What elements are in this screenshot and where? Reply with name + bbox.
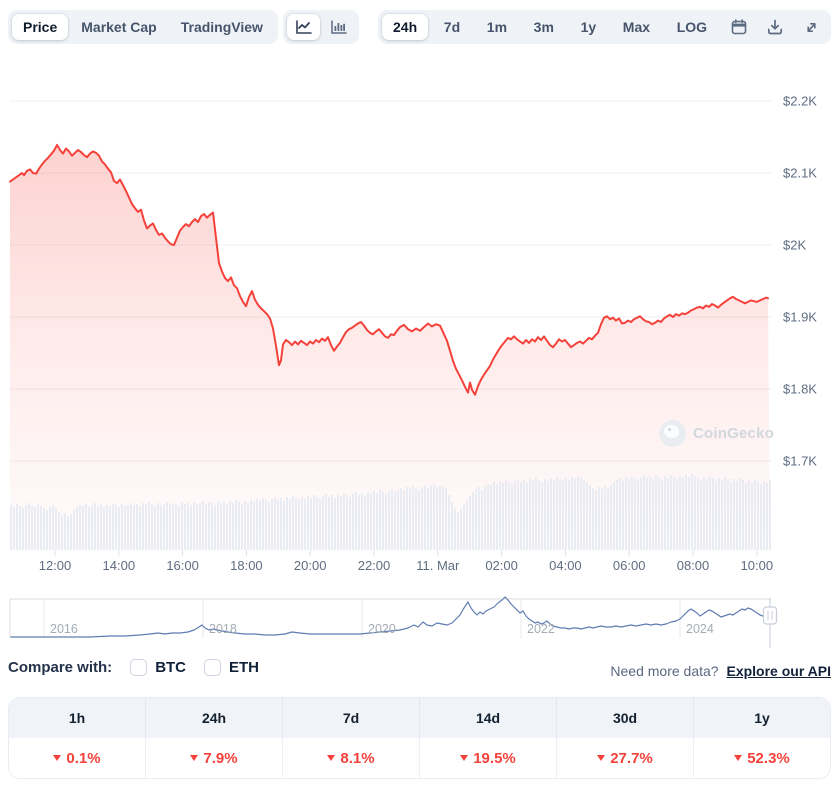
compare-option-label: BTC	[155, 659, 187, 676]
navigator-year-label: 2020	[368, 622, 396, 636]
x-axis-label: 04:00	[549, 558, 582, 573]
down-arrow-icon	[53, 755, 62, 761]
y-axis-label: $1.8K	[783, 381, 817, 397]
watermark-text: CoinGecko	[693, 425, 774, 442]
compare-options: BTC ETH	[130, 659, 259, 676]
fullscreen-button[interactable]	[796, 14, 827, 40]
perf-col-24h: 24h	[146, 698, 283, 738]
down-arrow-icon	[327, 755, 336, 761]
compare-option-eth[interactable]: ETH	[204, 659, 259, 676]
calendar-icon	[731, 19, 747, 35]
perf-value-14d: 19.5%	[420, 738, 557, 778]
y-axis-label: $1.7K	[783, 453, 817, 469]
bar-chart-type-button[interactable]	[322, 14, 355, 40]
navigator-year-label: 2024	[686, 622, 714, 636]
perf-col-1y: 1y	[694, 698, 830, 738]
y-axis-label: $2.2K	[783, 93, 817, 109]
chart-type-group	[283, 10, 359, 44]
performance-table: 1h 24h 7d 14d 30d 1y 0.1% 7.9% 8.1% 19.5% 27.7% 52…	[8, 697, 831, 779]
compare-row: Compare with: BTC ETH	[8, 659, 259, 676]
compare-option-btc[interactable]: BTC	[130, 659, 186, 676]
price-line	[9, 143, 769, 396]
compare-option-label: ETH	[229, 659, 260, 676]
x-axis-label: 11. Mar	[416, 558, 460, 573]
x-axis-label: 08:00	[676, 558, 710, 573]
x-axis-label: 10:00	[740, 558, 774, 573]
x-axis-label: 22:00	[357, 558, 391, 573]
y-axis-label: $1.9K	[783, 309, 817, 325]
coingecko-logo-icon	[659, 420, 686, 447]
perf-value-7d: 8.1%	[283, 738, 420, 778]
metric-tab-market-cap[interactable]: Market Cap	[70, 14, 167, 40]
range-log-button[interactable]: LOG	[666, 14, 718, 40]
perf-percent: 7.9%	[203, 749, 238, 767]
navigator[interactable]	[9, 596, 778, 648]
x-axis-label: 02:00	[485, 558, 518, 573]
bar-chart-icon	[330, 19, 347, 35]
metric-tab-tradingview[interactable]: TradingView	[170, 14, 274, 40]
navigator-sparkline	[10, 596, 770, 638]
range-3m-button[interactable]: 3m	[523, 14, 565, 40]
explore-api-link[interactable]: Explore our API	[726, 663, 831, 679]
navigator-year-label: 2018	[209, 622, 237, 636]
perf-value-30d: 27.7%	[557, 738, 694, 778]
perf-percent: 0.1%	[66, 749, 101, 767]
down-arrow-icon	[734, 755, 743, 761]
range-tool-group: 24h 7d 1m 3m 1y Max LOG	[378, 10, 831, 44]
perf-value-1h: 0.1%	[9, 738, 146, 778]
x-axis-label: 18:00	[230, 558, 263, 573]
fullscreen-icon	[804, 20, 819, 35]
range-1m-button[interactable]: 1m	[476, 14, 518, 40]
btc-checkbox[interactable]	[130, 659, 148, 676]
api-prompt-text: Need more data?	[610, 663, 719, 679]
performance-table-header: 1h 24h 7d 14d 30d 1y	[9, 698, 830, 738]
calendar-button[interactable]	[723, 14, 755, 40]
perf-col-7d: 7d	[283, 698, 420, 738]
down-arrow-icon	[597, 755, 606, 761]
perf-percent: 8.1%	[340, 749, 375, 767]
coingecko-watermark: CoinGecko	[659, 420, 774, 447]
y-axis-label: $2K	[783, 237, 807, 253]
navigator-handle[interactable]	[762, 606, 778, 625]
y-axis-label: $2.1K	[783, 165, 817, 181]
perf-col-30d: 30d	[557, 698, 694, 738]
range-24h-button[interactable]: 24h	[382, 14, 429, 40]
compare-label: Compare with:	[8, 659, 113, 676]
navigator-year-label: 2016	[50, 622, 78, 636]
line-chart-icon	[295, 19, 312, 35]
x-axis-label: 12:00	[38, 558, 72, 573]
perf-value-24h: 7.9%	[146, 738, 283, 778]
x-axis-label: 14:00	[102, 558, 136, 573]
volume-bars	[10, 474, 771, 550]
perf-col-1h: 1h	[9, 698, 146, 738]
down-arrow-icon	[460, 755, 469, 761]
download-button[interactable]	[759, 14, 791, 40]
perf-percent: 52.3%	[747, 749, 790, 767]
line-chart-type-button[interactable]	[287, 14, 320, 40]
download-icon	[767, 19, 783, 35]
performance-table-values: 0.1% 7.9% 8.1% 19.5% 27.7% 52.3%	[9, 738, 830, 778]
perf-col-14d: 14d	[420, 698, 557, 738]
range-max-button[interactable]: Max	[612, 14, 661, 40]
perf-value-1y: 52.3%	[694, 738, 830, 778]
range-1y-button[interactable]: 1y	[570, 14, 608, 40]
api-prompt: Need more data? Explore our API	[610, 663, 831, 679]
navigator-year-label: 2022	[527, 622, 555, 636]
x-axis-label: 06:00	[612, 558, 646, 573]
perf-percent: 27.7%	[610, 749, 653, 767]
perf-percent: 19.5%	[473, 749, 516, 767]
metric-tab-group: Price Market Cap TradingView	[8, 10, 278, 44]
x-axis-label: 16:00	[166, 558, 199, 573]
down-arrow-icon	[190, 755, 199, 761]
x-axis-label: 20:00	[293, 558, 327, 573]
range-7d-button[interactable]: 7d	[433, 14, 471, 40]
x-axis-ticks	[54, 550, 758, 556]
eth-checkbox[interactable]	[204, 659, 222, 676]
metric-tab-price[interactable]: Price	[12, 14, 69, 40]
price-area	[10, 144, 770, 550]
